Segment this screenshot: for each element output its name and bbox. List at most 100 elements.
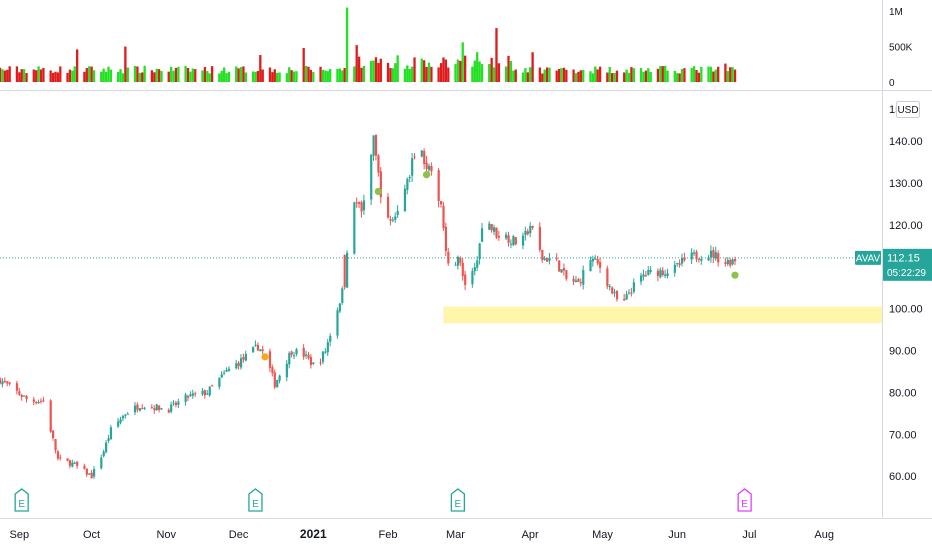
- volume-bar: [632, 68, 635, 82]
- volume-bar: [271, 72, 274, 82]
- candle-body: [295, 349, 298, 355]
- volume-bar: [256, 70, 260, 82]
- volume-bar: [372, 60, 375, 82]
- volume-bar: [680, 68, 684, 82]
- earnings-marker-label: E: [455, 499, 462, 510]
- volume-tick-label: 500K: [889, 43, 913, 54]
- candle-body: [478, 243, 481, 260]
- candle-body: [261, 349, 264, 351]
- candle-body: [268, 351, 272, 368]
- candle-body: [495, 227, 498, 238]
- volume-bar: [423, 60, 426, 82]
- earnings-marker[interactable]: E: [248, 488, 263, 512]
- candle-body: [285, 363, 288, 378]
- volume-bar: [589, 71, 592, 82]
- earnings-marker-shape: [737, 488, 752, 512]
- candle-body: [136, 404, 139, 410]
- volume-bar: [119, 69, 122, 82]
- volume-bar: [244, 72, 248, 82]
- earnings-marker[interactable]: E: [737, 488, 752, 512]
- candle-body: [172, 402, 175, 404]
- volume-bar: [695, 69, 698, 82]
- price-scale[interactable]: 60.0070.0080.0090.00100.00110.00120.0013…: [889, 104, 923, 483]
- candle-body: [647, 270, 650, 276]
- volume-bar: [591, 73, 595, 82]
- volume-bar: [437, 67, 440, 82]
- candle-body: [35, 402, 38, 404]
- volume-bar: [471, 66, 474, 82]
- candle-body: [174, 402, 178, 406]
- volume-scale[interactable]: 1M 500K 0: [889, 7, 913, 89]
- volume-bar: [288, 67, 291, 82]
- volume-bar: [408, 69, 411, 82]
- volume-bar: [509, 61, 513, 82]
- volume-bar: [644, 70, 648, 82]
- candle-body: [276, 380, 279, 388]
- candle-body: [396, 211, 399, 216]
- volume-bar: [210, 66, 214, 82]
- candle-body: [341, 288, 344, 304]
- candle-body: [440, 200, 443, 205]
- volume-bar: [610, 73, 614, 82]
- volume-bar: [497, 63, 501, 82]
- volume-bar: [664, 65, 667, 82]
- volume-bar: [312, 71, 315, 82]
- candle-body: [678, 263, 681, 265]
- candle-body: [454, 264, 457, 266]
- volume-bar: [649, 72, 652, 82]
- candle-body: [324, 351, 327, 353]
- volume-bar: [572, 69, 575, 82]
- volume-bar: [223, 67, 226, 82]
- candle-body: [124, 414, 127, 416]
- candle-body: [594, 258, 597, 260]
- currency-badge[interactable]: USD: [896, 101, 920, 118]
- earnings-marker[interactable]: E: [450, 488, 466, 512]
- volume-bar: [666, 70, 669, 82]
- volume-bar: [362, 65, 366, 82]
- volume-bar: [473, 60, 476, 82]
- candle-body: [406, 179, 409, 190]
- candle-body: [729, 260, 732, 266]
- volume-bar: [427, 62, 431, 82]
- volume-bar: [225, 73, 228, 82]
- candle-body: [362, 200, 366, 211]
- candle-body: [73, 462, 76, 464]
- candle-body: [32, 399, 35, 402]
- candle-body: [599, 261, 602, 268]
- candle-body: [177, 401, 180, 405]
- time-scale[interactable]: Sep Oct Nov Dec 2021 Feb Mar Apr May Jun Jul Aug: [9, 527, 833, 541]
- volume-bar: [374, 57, 378, 82]
- candle-body: [358, 202, 361, 205]
- candle-body: [548, 257, 551, 261]
- volume-bar: [729, 67, 732, 82]
- dividend-dot: [374, 187, 382, 196]
- volume-bar: [504, 66, 508, 82]
- volume-bar: [507, 55, 510, 82]
- candle-body: [664, 274, 667, 276]
- candle-body: [572, 278, 575, 282]
- candle-body: [505, 234, 508, 239]
- volume-bar: [278, 72, 281, 82]
- volume-bar: [150, 70, 154, 82]
- earnings-marker[interactable]: E: [14, 488, 29, 512]
- candle-body: [329, 335, 332, 342]
- candle-body: [252, 346, 255, 353]
- volume-bar: [90, 66, 93, 82]
- volume-bar: [661, 66, 664, 82]
- candle-body: [488, 223, 491, 230]
- volume-bar: [733, 69, 737, 82]
- candle-body: [514, 237, 517, 245]
- volume-bar: [18, 72, 21, 82]
- candle-body: [666, 273, 669, 276]
- volume-bar: [480, 64, 484, 82]
- volume-bar: [254, 71, 257, 82]
- volume-bar: [336, 69, 339, 82]
- time-tick-label: May: [592, 529, 613, 541]
- candle-body: [189, 394, 192, 397]
- volume-bar: [353, 66, 356, 82]
- volume-bar: [136, 66, 139, 82]
- candle-body: [170, 404, 173, 412]
- candle-body: [355, 202, 358, 204]
- symbol-tag-box: [855, 250, 881, 265]
